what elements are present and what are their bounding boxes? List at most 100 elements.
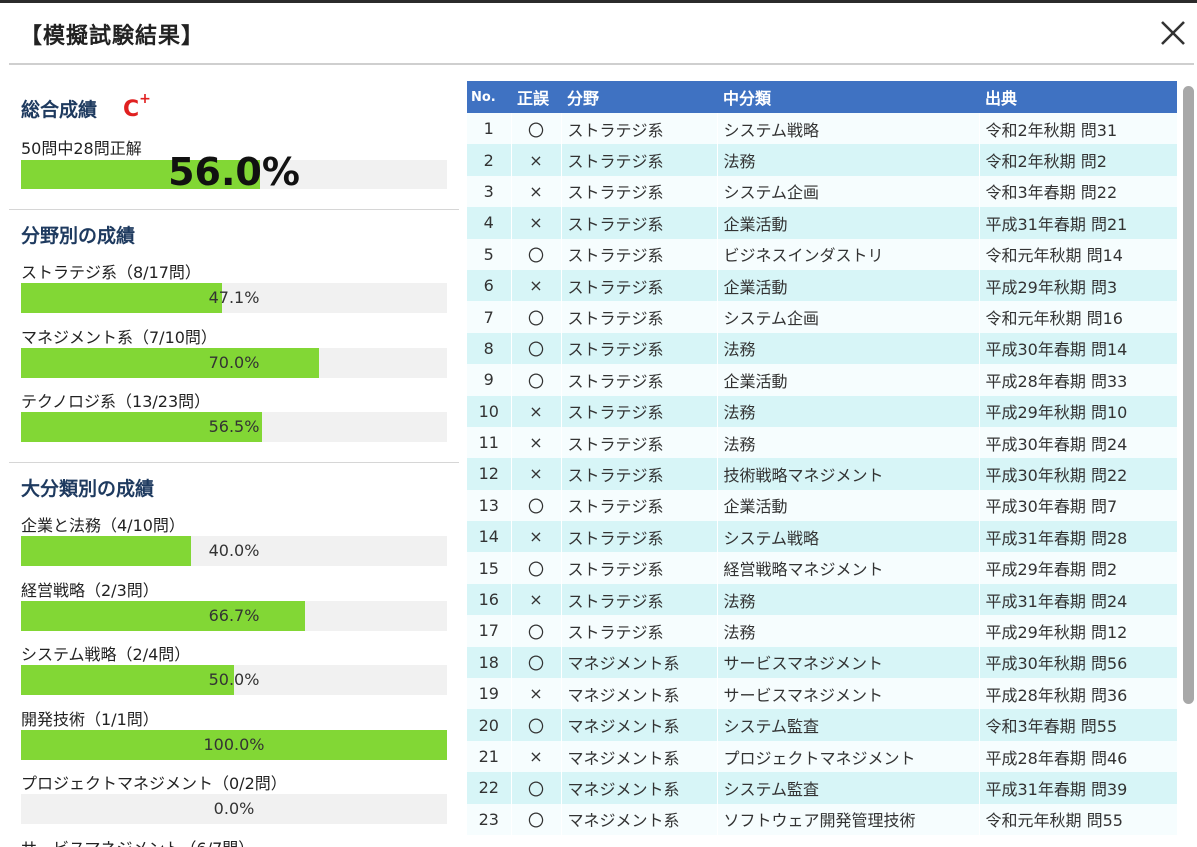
cell-category: 法務 <box>717 144 980 176</box>
category-progress-bar: 0.0% <box>21 794 447 824</box>
field-percent: 70.0% <box>208 352 260 372</box>
table-row[interactable]: 7 〇ストラテジ系 システム企画 令和元年秋期 問16 <box>467 301 1177 333</box>
cell-category: システム戦略 <box>717 521 980 553</box>
table-row[interactable]: 21 × マネジメント系 プロジェクトマネジメント 平成28年春期 問46 <box>467 740 1177 773</box>
table-row[interactable]: 17 〇ストラテジ系 法務 平成29年秋期 問12 <box>467 615 1177 647</box>
results-table: No. 正誤 分野 中分類 出典 1 〇ストラテジ系 システム戦略 令和2年秋期 問3… <box>467 81 1177 835</box>
close-icon <box>1161 21 1185 45</box>
column-header-source[interactable]: 出典 <box>979 81 1177 113</box>
cell-mark: 〇 <box>511 772 562 804</box>
table-row[interactable]: 2 × ストラテジ系 法務 令和2年秋期 問2 <box>467 144 1177 176</box>
table-row[interactable]: 6 × ストラテジ系 企業活動 平成29年秋期 問3 <box>467 269 1177 302</box>
cell-source: 平成28年秋期 問36 <box>979 678 1177 710</box>
cell-mark: × <box>511 144 562 176</box>
cell-mark: 〇 <box>511 489 562 522</box>
category-label: プロジェクトマネジメント（0/2問） <box>21 774 287 793</box>
cell-category: 法務 <box>717 615 980 647</box>
scrollbar-thumb[interactable] <box>1183 86 1194 704</box>
cell-mark: 〇 <box>511 803 562 835</box>
table-row[interactable]: 12 × ストラテジ系 技術戦略マネジメント 平成30年秋期 問22 <box>467 458 1177 490</box>
cell-field: ストラテジ系 <box>561 207 718 239</box>
table-row[interactable]: 10 × ストラテジ系 法務 平成29年秋期 問10 <box>467 395 1177 427</box>
category-progress-fill <box>21 600 306 631</box>
cell-no: 4 <box>467 207 512 239</box>
table-row[interactable]: 19 × マネジメント系 サービスマネジメント 平成28年秋期 問36 <box>467 678 1177 710</box>
cell-no: 19 <box>467 678 512 710</box>
cell-mark: 〇 <box>511 238 562 270</box>
table-row[interactable]: 9 〇ストラテジ系 企業活動 平成28年春期 問33 <box>467 364 1177 396</box>
table-row[interactable]: 22 〇マネジメント系 システム監査 平成31年春期 問39 <box>467 772 1177 804</box>
table-row[interactable]: 14 × ストラテジ系 システム戦略 平成31年春期 問28 <box>467 521 1177 553</box>
field-progress-fill <box>21 283 222 313</box>
cell-category: システム企画 <box>717 175 980 208</box>
cell-category: システム監査 <box>717 709 980 741</box>
grade-letter: C <box>123 97 140 122</box>
table-row[interactable]: 8 〇ストラテジ系 法務 平成30年春期 問14 <box>467 332 1177 365</box>
column-header-mark[interactable]: 正誤 <box>511 81 561 113</box>
field-progress-bar: 56.5% <box>21 412 447 442</box>
table-row[interactable]: 20 〇マネジメント系 システム監査 令和3年春期 問55 <box>467 709 1177 741</box>
cell-source: 平成30年春期 問14 <box>979 332 1177 365</box>
grade-modifier: + <box>139 91 151 107</box>
cell-field: ストラテジ系 <box>561 238 718 270</box>
table-row[interactable]: 1 〇ストラテジ系 システム戦略 令和2年秋期 問31 <box>467 113 1177 145</box>
close-button[interactable] <box>1156 16 1190 50</box>
cell-mark: × <box>511 521 562 553</box>
cell-mark: × <box>511 678 562 710</box>
cell-no: 8 <box>467 332 512 365</box>
cell-category: ソフトウェア開発管理技術 <box>717 803 980 835</box>
cell-no: 10 <box>467 395 512 427</box>
cell-no: 7 <box>467 301 512 333</box>
cell-no: 18 <box>467 646 512 679</box>
table-row[interactable]: 11 × ストラテジ系 法務 平成30年春期 問24 <box>467 426 1177 459</box>
overall-summary: 50問中28問正解 <box>21 139 142 158</box>
cell-field: ストラテジ系 <box>561 395 718 427</box>
table-row[interactable]: 16 × ストラテジ系 法務 平成31年春期 問24 <box>467 583 1177 616</box>
column-header-no[interactable]: No. <box>467 81 511 113</box>
cell-no: 20 <box>467 709 512 741</box>
category-progress-fill <box>21 536 192 566</box>
column-header-category[interactable]: 中分類 <box>717 81 979 113</box>
cell-mark: 〇 <box>511 113 562 145</box>
cell-field: マネジメント系 <box>561 803 718 835</box>
table-row[interactable]: 23 〇マネジメント系 ソフトウェア開発管理技術 令和元年秋期 問55 <box>467 803 1177 835</box>
cell-category: 法務 <box>717 332 980 365</box>
cell-field: ストラテジ系 <box>561 144 718 176</box>
table-row[interactable]: 3 × ストラテジ系 システム企画 令和3年春期 問22 <box>467 175 1177 208</box>
cell-no: 3 <box>467 175 512 208</box>
cell-no: 12 <box>467 458 512 490</box>
table-row[interactable]: 15 〇ストラテジ系 経営戦略マネジメント 平成29年春期 問2 <box>467 552 1177 584</box>
table-row[interactable]: 5 〇ストラテジ系 ビジネスインダストリ 令和元年秋期 問14 <box>467 238 1177 270</box>
table-row[interactable]: 4 × ストラテジ系 企業活動 平成31年春期 問21 <box>467 207 1177 239</box>
cell-source: 平成28年春期 問46 <box>979 740 1177 773</box>
cell-no: 9 <box>467 364 512 396</box>
cell-field: ストラテジ系 <box>561 364 718 396</box>
cell-field: ストラテジ系 <box>561 426 718 459</box>
cell-no: 16 <box>467 583 512 616</box>
cell-category: 企業活動 <box>717 269 980 302</box>
overall-progress-fill <box>21 160 260 189</box>
cell-no: 13 <box>467 489 512 522</box>
overall-progress-bar: 56.0% <box>21 152 447 192</box>
cell-field: マネジメント系 <box>561 678 718 710</box>
cell-source: 平成31年春期 問21 <box>979 207 1177 239</box>
cell-field: ストラテジ系 <box>561 175 718 208</box>
cell-field: マネジメント系 <box>561 772 718 804</box>
cell-source: 平成30年秋期 問22 <box>979 458 1177 490</box>
table-row[interactable]: 13 〇ストラテジ系 企業活動 平成30年春期 問7 <box>467 489 1177 522</box>
table-header-row: No. 正誤 分野 中分類 出典 <box>467 81 1177 113</box>
cell-source: 平成31年春期 問39 <box>979 772 1177 804</box>
column-header-field[interactable]: 分野 <box>561 81 717 113</box>
field-label: マネジメント系（7/10問） <box>21 327 217 347</box>
overall-heading: 総合成績 C+ <box>21 91 151 122</box>
cell-source: 令和元年秋期 問14 <box>979 238 1177 270</box>
category-heading: 大分類別の成績 <box>21 478 155 500</box>
category-percent: 66.7% <box>208 605 260 625</box>
cell-category: システム企画 <box>717 301 980 333</box>
cell-field: ストラテジ系 <box>561 301 718 333</box>
category-progress-bar: 40.0% <box>21 536 447 566</box>
cell-category: 経営戦略マネジメント <box>717 552 980 584</box>
table-row[interactable]: 18 〇マネジメント系 サービスマネジメント 平成30年秋期 問56 <box>467 646 1177 679</box>
category-progress-bar: 66.7% <box>21 600 447 631</box>
cell-mark: 〇 <box>511 615 562 647</box>
